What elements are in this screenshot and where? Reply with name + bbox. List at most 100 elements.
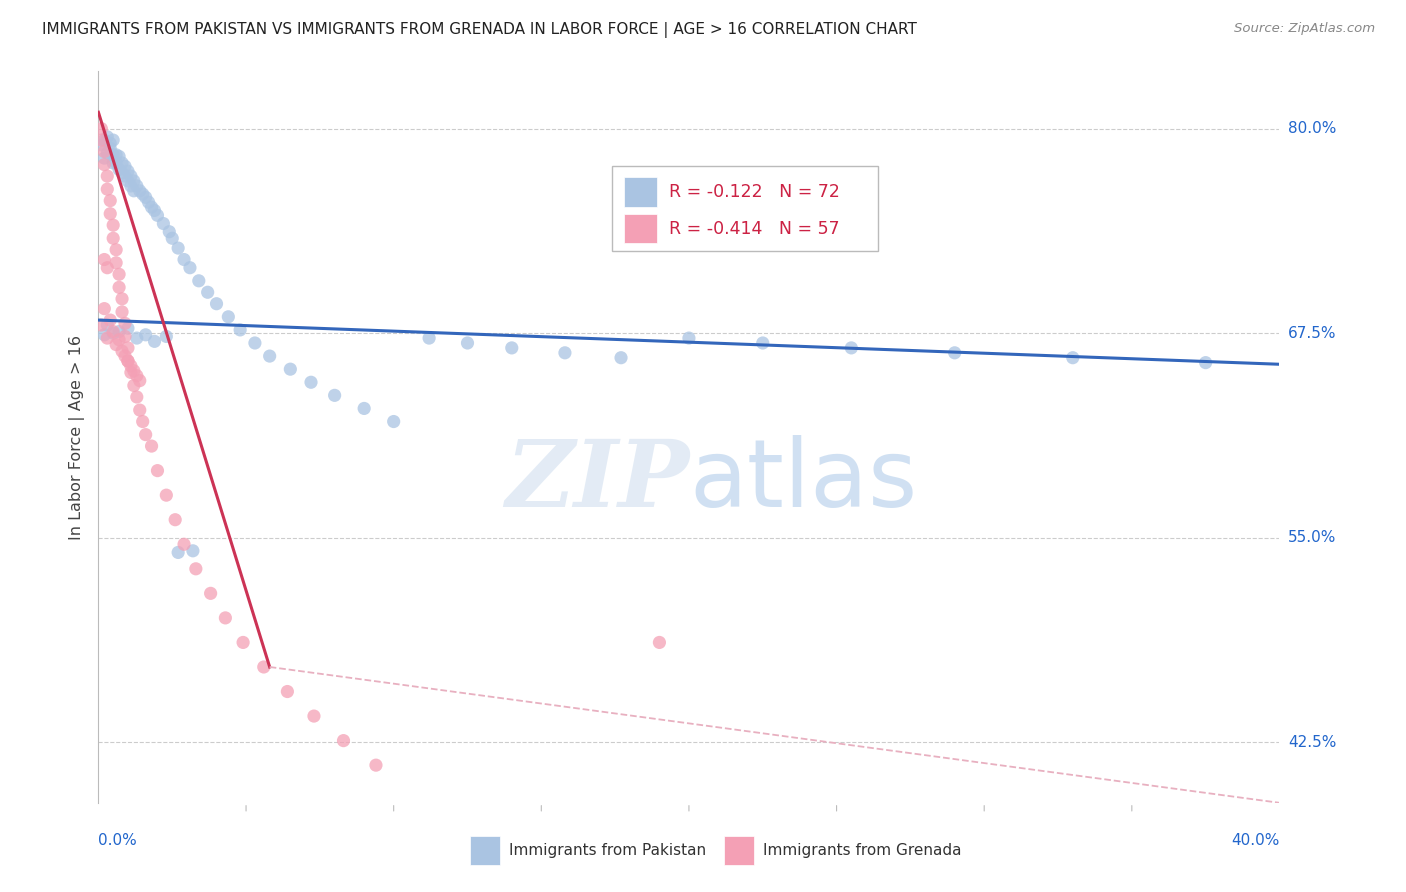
Point [93, 145, 115, 159]
Text: R = -0.122   N = 72: R = -0.122 N = 72 [669, 183, 839, 201]
Point [943, 346, 966, 360]
Text: IMMIGRANTS FROM PAKISTAN VS IMMIGRANTS FROM GRENADA IN LABOR FORCE | AGE > 16 CO: IMMIGRANTS FROM PAKISTAN VS IMMIGRANTS F… [42, 22, 917, 38]
Point [162, 231, 183, 245]
Text: atlas: atlas [689, 435, 917, 527]
Point [299, 376, 322, 390]
Point [114, 159, 136, 173]
Point [111, 344, 134, 359]
Point [120, 359, 142, 373]
Point [90, 133, 112, 147]
Point [179, 260, 201, 275]
Point [457, 336, 479, 351]
Point [173, 252, 195, 267]
Text: 55.0%: 55.0% [1288, 530, 1336, 545]
Point [108, 267, 131, 281]
Point [678, 331, 700, 345]
Point [752, 336, 775, 351]
Point [382, 415, 405, 429]
Text: 80.0%: 80.0% [1288, 121, 1336, 136]
Point [105, 337, 128, 351]
Point [103, 326, 125, 341]
Text: 0.0%: 0.0% [98, 833, 138, 848]
Point [114, 329, 136, 343]
Point [96, 182, 118, 196]
Point [98, 207, 121, 221]
Point [103, 133, 125, 147]
Point [90, 138, 112, 153]
Point [143, 203, 166, 218]
Point [103, 325, 125, 339]
Text: ZIP: ZIP [505, 436, 689, 526]
Point [128, 403, 150, 417]
Point [117, 354, 139, 368]
Point [157, 225, 180, 239]
Point [232, 635, 254, 649]
Text: Source: ZipAtlas.com: Source: ZipAtlas.com [1234, 22, 1375, 36]
Point [93, 133, 115, 147]
Point [122, 364, 145, 378]
Point [135, 190, 157, 204]
Point [332, 733, 354, 747]
Point [108, 325, 131, 339]
Point [117, 354, 139, 368]
Point [280, 362, 302, 376]
Point [90, 318, 112, 332]
Point [117, 174, 139, 188]
Point [103, 156, 125, 170]
Text: 42.5%: 42.5% [1288, 735, 1336, 750]
Point [128, 374, 150, 388]
Point [105, 148, 128, 162]
Text: Immigrants from Grenada: Immigrants from Grenada [763, 843, 962, 858]
Point [122, 378, 145, 392]
Point [117, 321, 139, 335]
Point [259, 349, 281, 363]
Point [103, 218, 125, 232]
Point [141, 439, 163, 453]
Point [96, 146, 118, 161]
Point [125, 368, 148, 383]
Point [98, 194, 121, 208]
Point [173, 537, 195, 551]
Point [96, 169, 118, 183]
Point [111, 292, 134, 306]
Point [125, 178, 148, 193]
Point [418, 331, 440, 345]
Point [132, 187, 155, 202]
Point [167, 545, 190, 559]
Point [302, 709, 325, 723]
Point [181, 543, 204, 558]
Point [323, 388, 346, 402]
Point [120, 169, 142, 183]
Point [117, 164, 139, 178]
Point [554, 346, 576, 360]
Point [143, 334, 166, 349]
Point [114, 317, 136, 331]
Point [114, 169, 136, 183]
Point [165, 513, 187, 527]
Point [184, 562, 207, 576]
Point [229, 323, 252, 337]
Point [200, 586, 222, 600]
Y-axis label: In Labor Force | Age > 16: In Labor Force | Age > 16 [69, 334, 84, 540]
Point [146, 208, 169, 222]
Point [501, 341, 523, 355]
Point [167, 241, 190, 255]
Point [155, 488, 177, 502]
Point [122, 184, 145, 198]
Bar [624, 178, 657, 207]
Point [93, 301, 115, 316]
Point [93, 158, 115, 172]
Point [93, 252, 115, 267]
Point [96, 129, 118, 144]
Point [108, 333, 131, 347]
FancyBboxPatch shape [612, 167, 877, 251]
Text: Immigrants from Pakistan: Immigrants from Pakistan [509, 843, 707, 858]
Point [120, 178, 142, 193]
Point [98, 136, 121, 151]
Point [120, 366, 142, 380]
Text: R = -0.414   N = 57: R = -0.414 N = 57 [669, 219, 839, 237]
Point [152, 217, 174, 231]
Point [1062, 351, 1084, 365]
Point [111, 166, 134, 180]
Point [117, 341, 139, 355]
